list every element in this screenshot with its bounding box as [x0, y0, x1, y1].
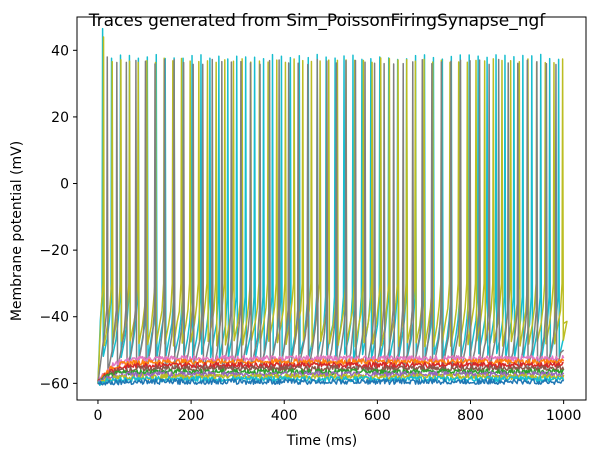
- series-line: [97, 364, 565, 385]
- y-tick-label: −40: [39, 310, 69, 326]
- series-line: [97, 36, 568, 384]
- x-tick-label: 200: [178, 408, 205, 424]
- x-tick-label: 1000: [546, 408, 582, 424]
- x-tick-label: 400: [271, 408, 298, 424]
- x-tick-label: 0: [93, 408, 102, 424]
- y-axis: −60 −40 −20 0 20 40: [39, 43, 77, 392]
- y-tick-label: −60: [39, 376, 69, 392]
- x-axis: 0 200 400 600 800 1000: [93, 400, 581, 424]
- chart-title: Traces generated from Sim_PoissonFiringS…: [88, 11, 547, 31]
- axes-frame: [76, 16, 587, 401]
- series-line: [97, 368, 564, 384]
- x-tick-label: 600: [364, 408, 391, 424]
- x-axis-label: Time (ms): [286, 433, 358, 449]
- x-tick-label: 800: [457, 408, 484, 424]
- series-line: [97, 355, 565, 385]
- traces: [97, 27, 568, 387]
- y-axis-label: Membrane potential (mV): [9, 141, 25, 321]
- plot-area: [76, 16, 587, 401]
- y-tick-label: −20: [39, 243, 69, 259]
- series-line: [97, 56, 565, 384]
- series-line: [97, 378, 565, 386]
- y-tick-label: 0: [60, 177, 69, 193]
- y-tick-label: 40: [51, 43, 69, 59]
- y-tick-label: 20: [51, 110, 69, 126]
